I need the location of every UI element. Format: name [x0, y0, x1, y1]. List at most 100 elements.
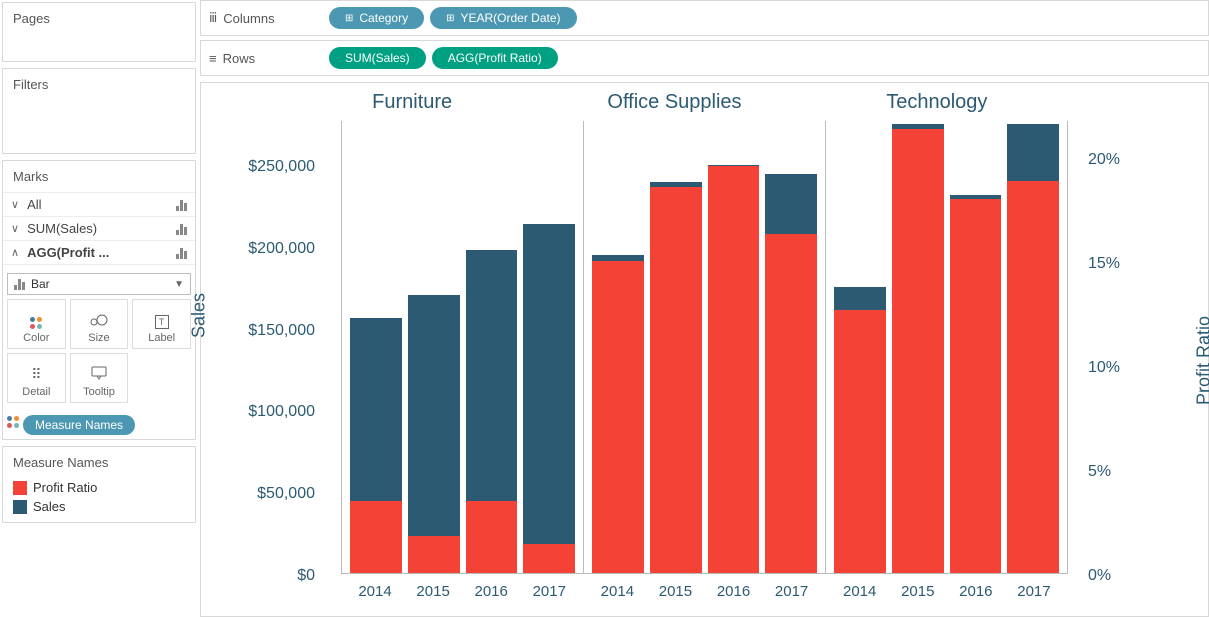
bar-sales — [1007, 124, 1059, 180]
bar-profit-ratio — [892, 129, 944, 573]
bar-group[interactable] — [592, 121, 644, 573]
x-panel: 2014 2015 2016 2017 — [583, 583, 825, 600]
bar-profit-ratio — [523, 544, 575, 573]
bar-profit-ratio — [950, 199, 1002, 573]
mark-color-button[interactable]: Color — [7, 299, 66, 349]
y-tick-left: $0 — [297, 567, 315, 585]
bar-sales — [350, 318, 402, 501]
columns-shelf[interactable]: ⅲColumns ⊞Category ⊞YEAR(Order Date) — [200, 0, 1209, 36]
y-tick-right: 0% — [1088, 567, 1111, 585]
marks-grid: Color Size T Label ⠿ Detail Tooltip — [7, 299, 191, 403]
pill-sum-sales[interactable]: SUM(Sales) — [329, 47, 426, 69]
y-axis-label-sales: Sales — [189, 292, 210, 337]
bar-profit-ratio — [650, 187, 702, 573]
bar-profit-ratio — [592, 261, 644, 573]
x-tick: 2014 — [834, 583, 886, 600]
category-panel — [826, 121, 1068, 573]
bar-chart-icon — [176, 223, 187, 235]
bar-group[interactable] — [350, 121, 402, 573]
x-tick: 2017 — [766, 583, 818, 600]
bar-profit-ratio — [765, 234, 817, 573]
bar-sales — [466, 250, 518, 501]
bar-profit-ratio — [1007, 181, 1059, 573]
y-tick-right: 15% — [1088, 255, 1120, 273]
bar-group[interactable] — [892, 121, 944, 573]
bar-profit-ratio — [350, 501, 402, 573]
y-axis-right: 0%5%10%15%20% — [1088, 118, 1138, 576]
x-tick: 2017 — [523, 583, 575, 600]
y-tick-left: $250,000 — [248, 158, 315, 176]
x-tick: 2014 — [591, 583, 643, 600]
mark-type-select[interactable]: Bar ▼ — [7, 273, 191, 295]
bar-profit-ratio — [408, 536, 460, 573]
x-tick: 2016 — [707, 583, 759, 600]
rows-icon: ≡ — [209, 51, 217, 66]
sidebar: Pages Filters Marks ∨ All ∨ SUM(Sales) ∧… — [0, 0, 200, 617]
filters-shelf[interactable]: Filters — [2, 68, 196, 154]
marks-label: Marks — [3, 161, 195, 192]
legend-swatch — [13, 481, 27, 495]
category-panel — [584, 121, 826, 573]
mark-detail-button[interactable]: ⠿ Detail — [7, 353, 66, 403]
detail-icon: ⠿ — [31, 366, 41, 383]
bar-group[interactable] — [523, 121, 575, 573]
legend-item-profit-ratio[interactable]: Profit Ratio — [3, 478, 195, 497]
bar-sales — [765, 174, 817, 234]
mark-size-button[interactable]: Size — [70, 299, 129, 349]
y-tick-right: 10% — [1088, 359, 1120, 377]
x-tick: 2015 — [407, 583, 459, 600]
legend-swatch — [13, 500, 27, 514]
category-header: Furniture — [281, 91, 543, 114]
bar-group[interactable] — [950, 121, 1002, 573]
x-tick: 2016 — [465, 583, 517, 600]
measure-names-pill[interactable]: Measure Names — [23, 415, 135, 435]
bar-profit-ratio — [708, 166, 760, 573]
category-headers: FurnitureOffice SuppliesTechnology — [281, 91, 1068, 114]
filters-label: Filters — [3, 69, 195, 100]
bar-group[interactable] — [650, 121, 702, 573]
color-icon — [7, 416, 19, 428]
x-tick: 2015 — [649, 583, 701, 600]
marks-agg-profit-row[interactable]: ∧ AGG(Profit ... — [3, 240, 195, 265]
bar-sales — [523, 224, 575, 544]
pill-category[interactable]: ⊞Category — [329, 7, 424, 29]
y-axis-left: $0$50,000$100,000$150,000$200,000$250,00… — [215, 118, 315, 576]
y-tick-left: $150,000 — [248, 322, 315, 340]
chevron-down-icon: ∨ — [11, 222, 19, 235]
category-header: Office Supplies — [543, 91, 805, 114]
tooltip-icon — [91, 366, 107, 383]
chevron-down-icon: ∨ — [11, 198, 19, 211]
rows-shelf[interactable]: ≡Rows SUM(Sales) AGG(Profit Ratio) — [200, 40, 1209, 76]
dropdown-icon: ▼ — [174, 279, 184, 290]
bar-profit-ratio — [466, 501, 518, 573]
main: ⅲColumns ⊞Category ⊞YEAR(Order Date) ≡Ro… — [200, 0, 1209, 617]
pill-year-order-date[interactable]: ⊞YEAR(Order Date) — [430, 7, 576, 29]
pill-agg-profit-ratio[interactable]: AGG(Profit Ratio) — [432, 47, 558, 69]
bar-group[interactable] — [1007, 121, 1059, 573]
bar-group[interactable] — [765, 121, 817, 573]
mark-label-button[interactable]: T Label — [132, 299, 191, 349]
mark-tooltip-button[interactable]: Tooltip — [70, 353, 129, 403]
legend-item-sales[interactable]: Sales — [3, 497, 195, 516]
x-panel: 2014 2015 2016 2017 — [341, 583, 583, 600]
pages-shelf[interactable]: Pages — [2, 2, 196, 62]
bar-chart-icon — [176, 199, 187, 211]
bar-chart-icon — [176, 247, 187, 259]
x-tick: 2016 — [950, 583, 1002, 600]
bar-group[interactable] — [408, 121, 460, 573]
chevron-up-icon: ∧ — [11, 246, 19, 259]
pages-label: Pages — [3, 3, 195, 34]
x-tick: 2014 — [349, 583, 401, 600]
bar-group[interactable] — [708, 121, 760, 573]
bar-group[interactable] — [466, 121, 518, 573]
bar-group[interactable] — [834, 121, 886, 573]
x-tick: 2015 — [892, 583, 944, 600]
bar-chart-icon — [14, 278, 25, 290]
category-header: Technology — [806, 91, 1068, 114]
marks-sum-sales-row[interactable]: ∨ SUM(Sales) — [3, 216, 195, 240]
x-panel: 2014 2015 2016 2017 — [826, 583, 1068, 600]
marks-body: Bar ▼ Color Size T Label — [3, 265, 195, 439]
x-tick: 2017 — [1008, 583, 1060, 600]
legend-title: Measure Names — [3, 447, 195, 478]
marks-all-row[interactable]: ∨ All — [3, 192, 195, 216]
